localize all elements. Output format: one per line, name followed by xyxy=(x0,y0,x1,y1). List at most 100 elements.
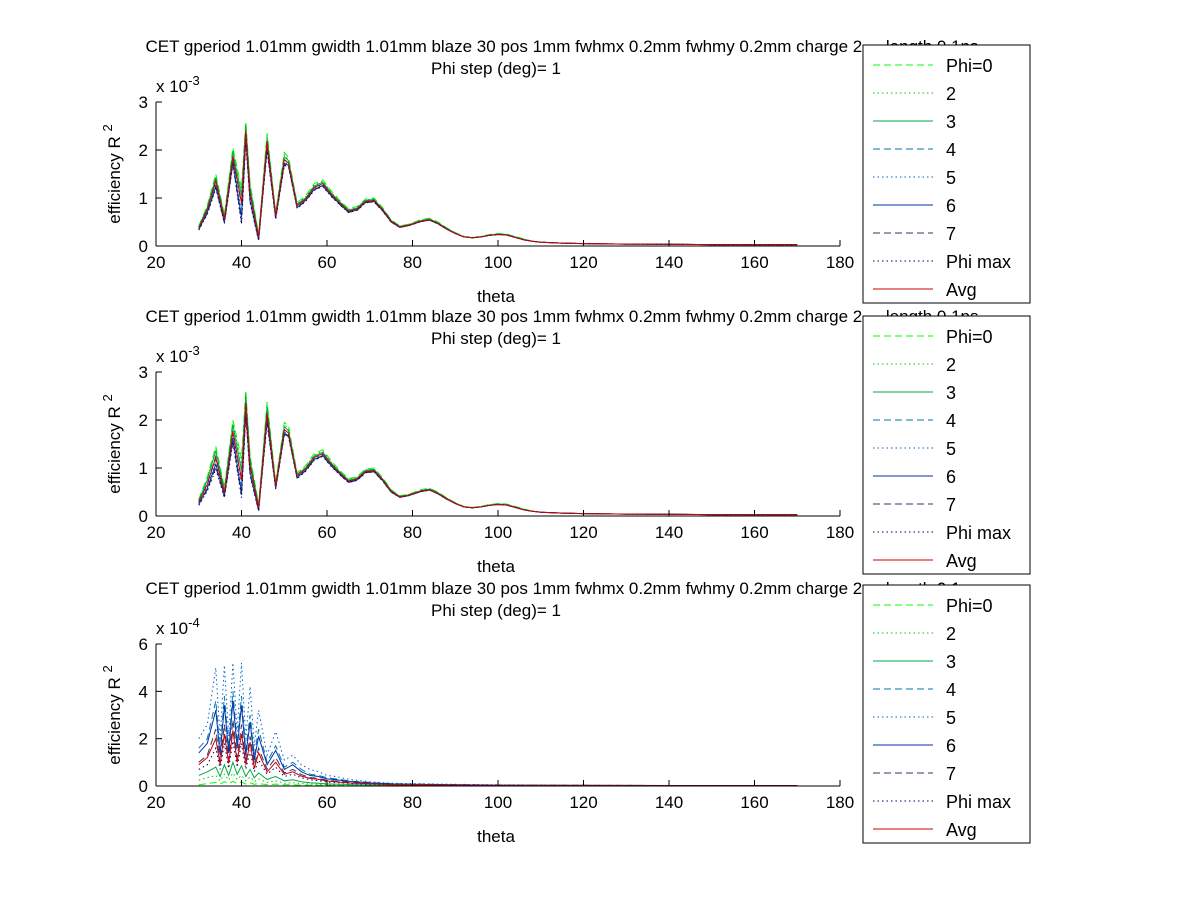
y-tick-label: 4 xyxy=(139,682,148,701)
x-axis-label: theta xyxy=(477,557,515,576)
legend-label: 5 xyxy=(946,708,956,728)
x-tick-label: 60 xyxy=(318,253,337,272)
series-line-5 xyxy=(198,406,798,516)
series-line-7 xyxy=(198,140,798,246)
legend-label: 7 xyxy=(946,764,956,784)
legend-box xyxy=(862,315,1031,575)
series-line-2 xyxy=(198,393,798,516)
chart-title: CET gperiod 1.01mm gwidth 1.01mm blaze 3… xyxy=(145,579,978,598)
legend-label: 5 xyxy=(946,439,956,459)
legend-label: Avg xyxy=(946,280,977,300)
chart-title: CET gperiod 1.01mm gwidth 1.01mm blaze 3… xyxy=(145,307,978,326)
series-line-6 xyxy=(198,410,798,516)
y-tick-label: 3 xyxy=(139,93,148,112)
y-tick-label: 1 xyxy=(139,459,148,478)
series-line-1 xyxy=(198,780,798,786)
legend: Phi=0 2 3 4 5 6 7 Phi max Avg xyxy=(862,44,1031,304)
y-tick-label: 2 xyxy=(139,411,148,430)
series-line-1 xyxy=(198,390,798,516)
x-tick-label: 140 xyxy=(655,253,683,272)
y-tick-label: 0 xyxy=(139,237,148,256)
legend-label: Phi max xyxy=(946,523,1011,543)
series-line-8 xyxy=(198,141,798,246)
chart-title: CET gperiod 1.01mm gwidth 1.01mm blaze 3… xyxy=(145,37,978,56)
x-tick-label: 40 xyxy=(232,253,251,272)
x-tick-label: 100 xyxy=(484,793,512,812)
series-line-4 xyxy=(198,691,798,786)
series-lines xyxy=(198,121,798,246)
x-tick-label: 20 xyxy=(147,793,166,812)
y-tick-label: 0 xyxy=(139,777,148,796)
legend-label: 4 xyxy=(946,140,956,160)
y-tick-label: 0 xyxy=(139,507,148,526)
y-exponent-label: x 10-4 xyxy=(156,615,200,638)
series-line-3 xyxy=(198,395,798,516)
legend-label: Phi=0 xyxy=(946,56,993,76)
legend: Phi=0 2 3 4 5 6 7 Phi max Avg xyxy=(862,584,1031,844)
legend-label: 2 xyxy=(946,84,956,104)
legend-label: 2 xyxy=(946,355,956,375)
x-tick-label: 180 xyxy=(826,253,854,272)
y-tick-label: 1 xyxy=(139,189,148,208)
legend-label: 6 xyxy=(946,736,956,756)
series-line-5 xyxy=(198,135,798,246)
y-exponent-label: x 10-3 xyxy=(156,343,200,366)
series-line-4 xyxy=(198,401,798,516)
series-lines xyxy=(198,662,798,786)
series-line-9 xyxy=(198,402,798,516)
x-tick-label: 100 xyxy=(484,523,512,542)
series-line-9 xyxy=(198,730,798,786)
x-tick-label: 20 xyxy=(147,523,166,542)
x-tick-label: 120 xyxy=(569,793,597,812)
series-line-3 xyxy=(198,125,798,246)
legend-label: 5 xyxy=(946,168,956,188)
series-line-4 xyxy=(198,130,798,246)
x-tick-label: 40 xyxy=(232,523,251,542)
x-tick-label: 60 xyxy=(318,793,337,812)
y-exponent-label: x 10-3 xyxy=(156,73,200,96)
series-line-1 xyxy=(198,121,798,246)
legend-box xyxy=(862,44,1031,304)
legend-label: Phi max xyxy=(946,252,1011,272)
x-tick-label: 100 xyxy=(484,253,512,272)
x-tick-label: 160 xyxy=(740,253,768,272)
x-tick-label: 40 xyxy=(232,793,251,812)
y-tick-label: 2 xyxy=(139,141,148,160)
chart-panel-3: 20 40 60 80 100 120 140 160 180 0 2 4 6 x 10-4 theta ef… xyxy=(100,579,1031,846)
x-tick-label: 160 xyxy=(740,523,768,542)
x-tick-label: 180 xyxy=(826,793,854,812)
x-tick-label: 120 xyxy=(569,523,597,542)
y-tick-label: 2 xyxy=(139,730,148,749)
series-lines xyxy=(198,390,798,516)
x-tick-label: 140 xyxy=(655,523,683,542)
legend-label: Phi max xyxy=(946,792,1011,812)
y-tick-label: 3 xyxy=(139,363,148,382)
x-axis-label: theta xyxy=(477,827,515,846)
chart-panel-2: 20 40 60 80 100 120 140 160 180 0 1 2 3 x 10-3 theta ef… xyxy=(100,307,1031,576)
legend-label: 6 xyxy=(946,196,956,216)
x-tick-label: 120 xyxy=(569,253,597,272)
legend-label: Avg xyxy=(946,820,977,840)
chart-subtitle: Phi step (deg)= 1 xyxy=(431,59,561,78)
series-line-6 xyxy=(198,137,798,246)
legend: Phi=0 2 3 4 5 6 7 Phi max Avg xyxy=(862,315,1031,575)
x-tick-label: 80 xyxy=(403,253,422,272)
y-axis-label: efficiency R 2 xyxy=(100,124,124,224)
legend-label: 4 xyxy=(946,411,956,431)
y-axis-label: efficiency R 2 xyxy=(100,394,124,494)
series-line-9 xyxy=(198,130,798,246)
legend-label: 2 xyxy=(946,624,956,644)
legend-label: Avg xyxy=(946,551,977,571)
legend-label: 7 xyxy=(946,224,956,244)
y-tick-label: 6 xyxy=(139,635,148,654)
legend-label: 3 xyxy=(946,112,956,132)
chart-panel-1: 20 40 60 80 100 120 140 160 180 0 1 2 3 x 10-3 theta ef… xyxy=(100,37,1031,306)
legend-label: 3 xyxy=(946,652,956,672)
legend-label: 7 xyxy=(946,495,956,515)
legend-label: 6 xyxy=(946,467,956,487)
x-tick-label: 80 xyxy=(403,793,422,812)
x-tick-label: 20 xyxy=(147,253,166,272)
legend-label: 3 xyxy=(946,383,956,403)
legend-box xyxy=(862,584,1031,844)
